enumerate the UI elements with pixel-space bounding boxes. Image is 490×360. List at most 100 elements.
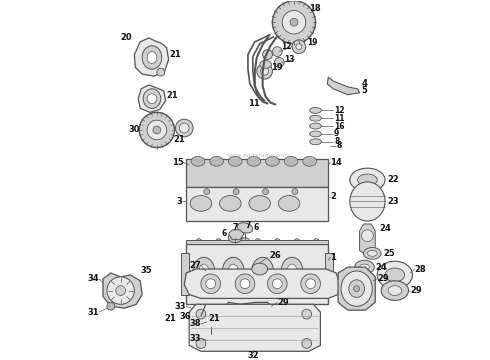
Ellipse shape bbox=[314, 239, 319, 244]
Ellipse shape bbox=[190, 195, 212, 211]
Text: 12: 12 bbox=[282, 42, 292, 51]
Ellipse shape bbox=[381, 281, 409, 300]
Text: 38: 38 bbox=[190, 319, 201, 328]
Ellipse shape bbox=[235, 274, 255, 293]
Ellipse shape bbox=[228, 156, 242, 166]
Text: 19: 19 bbox=[307, 38, 317, 47]
Ellipse shape bbox=[201, 274, 220, 293]
Text: 16: 16 bbox=[334, 122, 344, 131]
Ellipse shape bbox=[302, 338, 312, 348]
Polygon shape bbox=[327, 77, 360, 95]
Text: 14: 14 bbox=[330, 158, 342, 167]
Text: 1: 1 bbox=[330, 253, 336, 262]
Ellipse shape bbox=[272, 47, 282, 57]
Ellipse shape bbox=[264, 306, 271, 314]
Polygon shape bbox=[338, 267, 375, 310]
Ellipse shape bbox=[208, 336, 218, 346]
Ellipse shape bbox=[306, 279, 316, 289]
Ellipse shape bbox=[310, 131, 321, 137]
Ellipse shape bbox=[196, 309, 206, 319]
Ellipse shape bbox=[139, 112, 174, 148]
Ellipse shape bbox=[147, 94, 157, 104]
Ellipse shape bbox=[222, 257, 244, 285]
Ellipse shape bbox=[153, 126, 161, 134]
Ellipse shape bbox=[228, 264, 238, 278]
Ellipse shape bbox=[263, 189, 269, 195]
Ellipse shape bbox=[354, 286, 360, 292]
Ellipse shape bbox=[147, 120, 167, 140]
Text: 7: 7 bbox=[245, 221, 250, 230]
Ellipse shape bbox=[303, 156, 317, 166]
Text: 31: 31 bbox=[87, 308, 99, 317]
Text: 19: 19 bbox=[271, 63, 283, 72]
Text: 30: 30 bbox=[129, 126, 140, 135]
Text: 22: 22 bbox=[387, 175, 399, 184]
Text: 11: 11 bbox=[334, 114, 344, 123]
Text: 11: 11 bbox=[248, 99, 260, 108]
Ellipse shape bbox=[385, 268, 405, 282]
Text: 8: 8 bbox=[336, 141, 342, 150]
Ellipse shape bbox=[205, 333, 217, 341]
Ellipse shape bbox=[368, 251, 377, 256]
Bar bbox=[186, 187, 328, 221]
Ellipse shape bbox=[377, 261, 413, 289]
Ellipse shape bbox=[263, 50, 272, 59]
Ellipse shape bbox=[268, 274, 287, 293]
Text: 3: 3 bbox=[176, 197, 182, 206]
Ellipse shape bbox=[310, 115, 321, 121]
Ellipse shape bbox=[292, 40, 306, 54]
Ellipse shape bbox=[228, 233, 242, 243]
Text: 21: 21 bbox=[209, 315, 221, 324]
Text: 21: 21 bbox=[165, 315, 176, 324]
Ellipse shape bbox=[355, 260, 374, 274]
Ellipse shape bbox=[274, 58, 284, 67]
Ellipse shape bbox=[257, 63, 272, 79]
Text: 8: 8 bbox=[334, 137, 340, 146]
Ellipse shape bbox=[287, 264, 297, 278]
Polygon shape bbox=[360, 224, 375, 253]
Text: 33: 33 bbox=[175, 302, 186, 311]
Ellipse shape bbox=[301, 274, 320, 293]
Ellipse shape bbox=[388, 286, 402, 296]
Ellipse shape bbox=[364, 247, 381, 259]
Ellipse shape bbox=[116, 286, 125, 296]
Text: 29: 29 bbox=[377, 274, 389, 283]
Polygon shape bbox=[228, 230, 244, 240]
Ellipse shape bbox=[282, 10, 306, 34]
Ellipse shape bbox=[235, 308, 263, 332]
Ellipse shape bbox=[278, 195, 300, 211]
Ellipse shape bbox=[272, 279, 282, 289]
Ellipse shape bbox=[294, 239, 300, 244]
Bar bbox=[325, 253, 333, 294]
Ellipse shape bbox=[157, 68, 165, 76]
Ellipse shape bbox=[252, 257, 273, 285]
Ellipse shape bbox=[296, 44, 302, 50]
Text: 27: 27 bbox=[189, 261, 201, 270]
Ellipse shape bbox=[179, 123, 189, 133]
Ellipse shape bbox=[310, 123, 321, 129]
Text: 12: 12 bbox=[334, 106, 344, 115]
Ellipse shape bbox=[360, 264, 369, 270]
Text: 21: 21 bbox=[173, 135, 185, 144]
Ellipse shape bbox=[310, 139, 321, 145]
Ellipse shape bbox=[310, 107, 321, 113]
Ellipse shape bbox=[204, 189, 210, 195]
Ellipse shape bbox=[143, 89, 161, 108]
Ellipse shape bbox=[290, 18, 298, 26]
Ellipse shape bbox=[226, 306, 234, 314]
Ellipse shape bbox=[281, 257, 303, 285]
Ellipse shape bbox=[261, 67, 269, 75]
Bar bbox=[181, 253, 189, 294]
Ellipse shape bbox=[220, 308, 231, 316]
Ellipse shape bbox=[249, 195, 270, 211]
Ellipse shape bbox=[284, 156, 298, 166]
Ellipse shape bbox=[196, 315, 206, 325]
Text: 18: 18 bbox=[309, 4, 320, 13]
Text: 20: 20 bbox=[121, 33, 132, 42]
Ellipse shape bbox=[274, 239, 280, 244]
Text: 26: 26 bbox=[270, 251, 281, 260]
Ellipse shape bbox=[107, 302, 115, 310]
Text: 4: 4 bbox=[362, 80, 368, 89]
Ellipse shape bbox=[260, 60, 271, 68]
Ellipse shape bbox=[272, 1, 316, 44]
